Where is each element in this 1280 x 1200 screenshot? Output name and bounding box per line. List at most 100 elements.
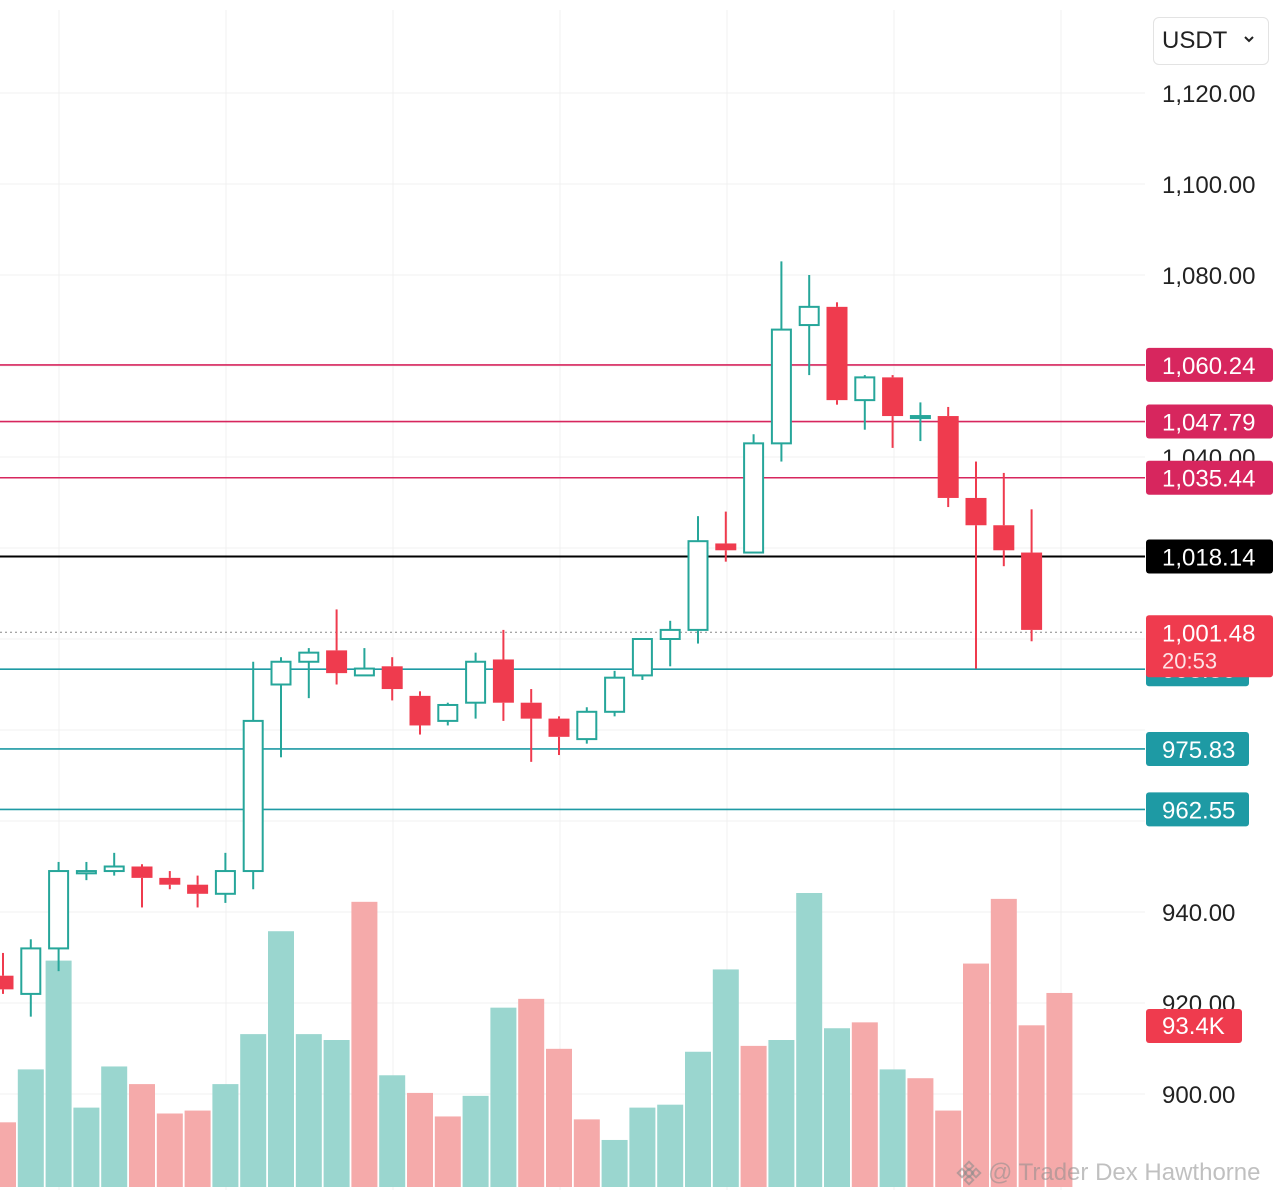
volume-bar — [212, 1084, 239, 1187]
candle-body — [270, 660, 292, 686]
candle-body — [465, 660, 487, 704]
volume-bar — [129, 1084, 155, 1187]
volume-bar — [184, 1110, 211, 1187]
level-label-bg — [1146, 792, 1249, 827]
candle — [492, 629, 514, 721]
candle — [298, 648, 320, 699]
volume-bar — [629, 1107, 656, 1187]
candle — [743, 434, 765, 554]
candle — [687, 516, 709, 644]
candle — [520, 689, 542, 762]
candle — [965, 461, 987, 669]
binance-logo-icon — [956, 1160, 982, 1186]
candle-body — [854, 376, 876, 402]
level-label: 962.55 — [1162, 797, 1235, 824]
candle-body — [20, 947, 42, 995]
level-label-bg — [1146, 347, 1273, 382]
watermark: @ Trader Dex Hawthorne — [956, 1158, 1274, 1188]
candle — [1021, 509, 1043, 642]
candle — [770, 261, 792, 462]
candle-body — [492, 659, 514, 703]
candle-body — [798, 305, 820, 327]
candle — [437, 702, 459, 726]
watermark-text: @ Trader Dex Hawthorne — [988, 1159, 1261, 1186]
volume-bar — [17, 1069, 44, 1187]
candle-body — [159, 877, 181, 885]
level-label-bg — [1146, 460, 1273, 495]
volume-bar — [546, 1048, 572, 1187]
candle-body — [353, 667, 375, 677]
candle — [381, 657, 403, 701]
candle — [103, 852, 125, 876]
candle-body — [0, 975, 14, 990]
candle-body — [715, 543, 737, 551]
candle — [798, 275, 820, 376]
volume-bar — [1046, 992, 1073, 1187]
candle-body — [965, 497, 987, 526]
level-label: 1,060.24 — [1162, 353, 1255, 380]
candle — [659, 620, 681, 667]
candle-body — [687, 540, 709, 631]
current-price-label: 1,001.48 — [1162, 620, 1255, 647]
price-axis: 1,120.001,100.001,080.001,040.00940.0092… — [1162, 81, 1255, 1109]
volume-bar — [879, 1069, 906, 1187]
candle-body — [381, 666, 403, 690]
volume-bar — [490, 1007, 517, 1187]
volume-bar — [45, 960, 72, 1187]
candle — [909, 402, 931, 442]
volume-bar — [712, 969, 739, 1187]
candle-body — [1021, 552, 1043, 630]
quote-currency-select[interactable]: USDT — [1153, 17, 1269, 65]
volume-bar — [740, 1045, 767, 1187]
level-label-bg — [1146, 404, 1273, 439]
volume-bar — [851, 1022, 878, 1187]
candle-body — [993, 525, 1015, 551]
volume-bar — [434, 1116, 461, 1187]
candle-body — [48, 870, 70, 950]
level-label-bg — [1146, 539, 1273, 574]
candle — [20, 939, 42, 1017]
candle — [409, 691, 431, 735]
candle-body — [298, 651, 320, 663]
volume-bar — [379, 1075, 406, 1187]
candle — [826, 302, 848, 405]
chevron-down-icon — [1242, 32, 1256, 51]
candle-body — [826, 306, 848, 401]
volume-bar — [407, 1092, 433, 1187]
volume-bar — [573, 1119, 600, 1187]
candle-body — [103, 865, 125, 873]
candle — [854, 375, 876, 430]
volume-bar — [268, 931, 294, 1187]
volume-label-bg — [1146, 1009, 1242, 1043]
price-tick-label: 1,080.00 — [1162, 263, 1255, 290]
candle — [937, 406, 959, 508]
volume-bar — [657, 1104, 684, 1187]
level-label: 1,035.44 — [1162, 466, 1255, 493]
volume-bar — [462, 1095, 489, 1187]
candle-body — [131, 866, 153, 878]
volume-bar — [824, 1028, 850, 1187]
price-tick-label: 1,100.00 — [1162, 172, 1255, 199]
volume-bar — [240, 1034, 267, 1187]
level-labels: 1,060.241,047.791,035.441,018.14993.3697… — [1146, 347, 1273, 1043]
volume-bar — [685, 1051, 711, 1187]
volume-bar — [935, 1110, 962, 1187]
quote-currency-value: USDT — [1162, 27, 1228, 54]
candles — [0, 261, 1043, 1017]
volume-bar — [768, 1040, 795, 1187]
candle-body — [743, 442, 765, 554]
level-label: 1,018.14 — [1162, 544, 1255, 571]
candle-body — [937, 416, 959, 498]
candle — [0, 952, 14, 994]
candle — [604, 670, 626, 717]
candle — [214, 852, 236, 903]
candle — [465, 652, 487, 719]
candle — [882, 375, 904, 448]
volume-bar — [101, 1066, 128, 1187]
current-price-label-bg — [1146, 615, 1273, 678]
volume-bar — [1018, 1025, 1045, 1187]
candle — [131, 864, 153, 908]
candle-body — [659, 628, 681, 641]
